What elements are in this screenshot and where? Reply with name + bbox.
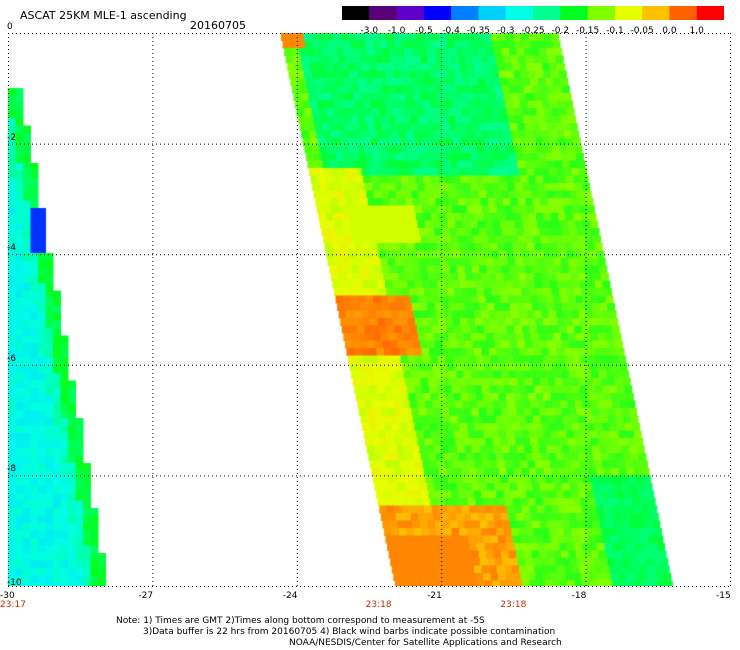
time-label: 23:18 — [365, 600, 392, 610]
color-scale-swatch — [451, 6, 480, 20]
longitude-tick-label: -18 — [571, 591, 587, 601]
longitude-tick-label: -30 — [0, 591, 15, 601]
color-scale-label: -1.0 — [387, 26, 406, 36]
color-scale-label: -0.2 — [551, 26, 570, 36]
color-scale-swatch — [587, 6, 616, 20]
color-scale-label: -0.25 — [521, 26, 545, 36]
mle-swath-data — [8, 33, 730, 586]
color-scale-labels: -3.0 -1.0 -0.5 -0.4 -0.35 -0.3 -0.25 -0.2 -0.15-… — [330, 26, 740, 38]
note-line-1: Note: 1) Times are GMT 2)Times along bot… — [116, 616, 485, 626]
latitude-tick-label: 0 — [7, 22, 13, 32]
longitude-tick-label: -15 — [716, 591, 731, 601]
longitude-tick-label: -21 — [427, 591, 442, 601]
color-scale-swatch — [342, 6, 370, 20]
map-title: ASCAT 25KM MLE-1 ascending — [20, 9, 187, 22]
color-scale-swatch — [669, 6, 698, 20]
color-scale-swatch — [396, 6, 425, 20]
color-scale-swatch — [369, 6, 398, 20]
latitude-tick-label: -2 — [7, 132, 16, 143]
color-scale-label: -0.35 — [466, 26, 491, 36]
color-scale-swatch — [614, 6, 643, 20]
note-line-2: 3)Data buffer is 22 hrs from 20160705 4)… — [143, 627, 556, 637]
color-scale-swatch — [696, 6, 724, 20]
color-scale-label: -0.5 — [415, 26, 433, 36]
color-scale-swatch — [560, 6, 589, 20]
color-scale-bar — [342, 6, 724, 20]
color-scale-swatch — [478, 6, 507, 20]
longitude-tick-label: -27 — [138, 591, 154, 601]
color-scale-swatch — [505, 6, 534, 20]
time-label: 23:18 — [500, 600, 527, 610]
color-scale-label: -0.4 — [442, 26, 460, 36]
latitude-tick-label: -4 — [7, 243, 16, 254]
color-scale-swatch — [423, 6, 452, 20]
color-scale-label: -0.15 — [575, 26, 600, 36]
color-scale-swatch — [642, 6, 671, 20]
time-label: 23:17 — [0, 600, 26, 610]
color-scale-label: -0.1 — [606, 26, 624, 36]
map-date: 20160705 — [190, 19, 246, 32]
longitude-tick-label: -24 — [282, 591, 298, 601]
latitude-tick-label: -8 — [7, 464, 16, 475]
latitude-tick-label: -10 — [7, 578, 22, 588]
map-frame — [8, 33, 730, 586]
color-scale-label: -0.05 — [630, 26, 654, 36]
latitude-tick-label: -6 — [7, 353, 16, 364]
color-scale-swatch — [533, 6, 561, 20]
color-scale-label: 1.0 — [689, 26, 704, 36]
color-scale-label: -3.0 — [360, 26, 379, 36]
color-scale-label: -0.3 — [496, 26, 515, 36]
note-line-3: NOAA/NESDIS/Center for Satellite Applica… — [289, 638, 562, 648]
color-scale-label: 0.0 — [662, 26, 677, 36]
